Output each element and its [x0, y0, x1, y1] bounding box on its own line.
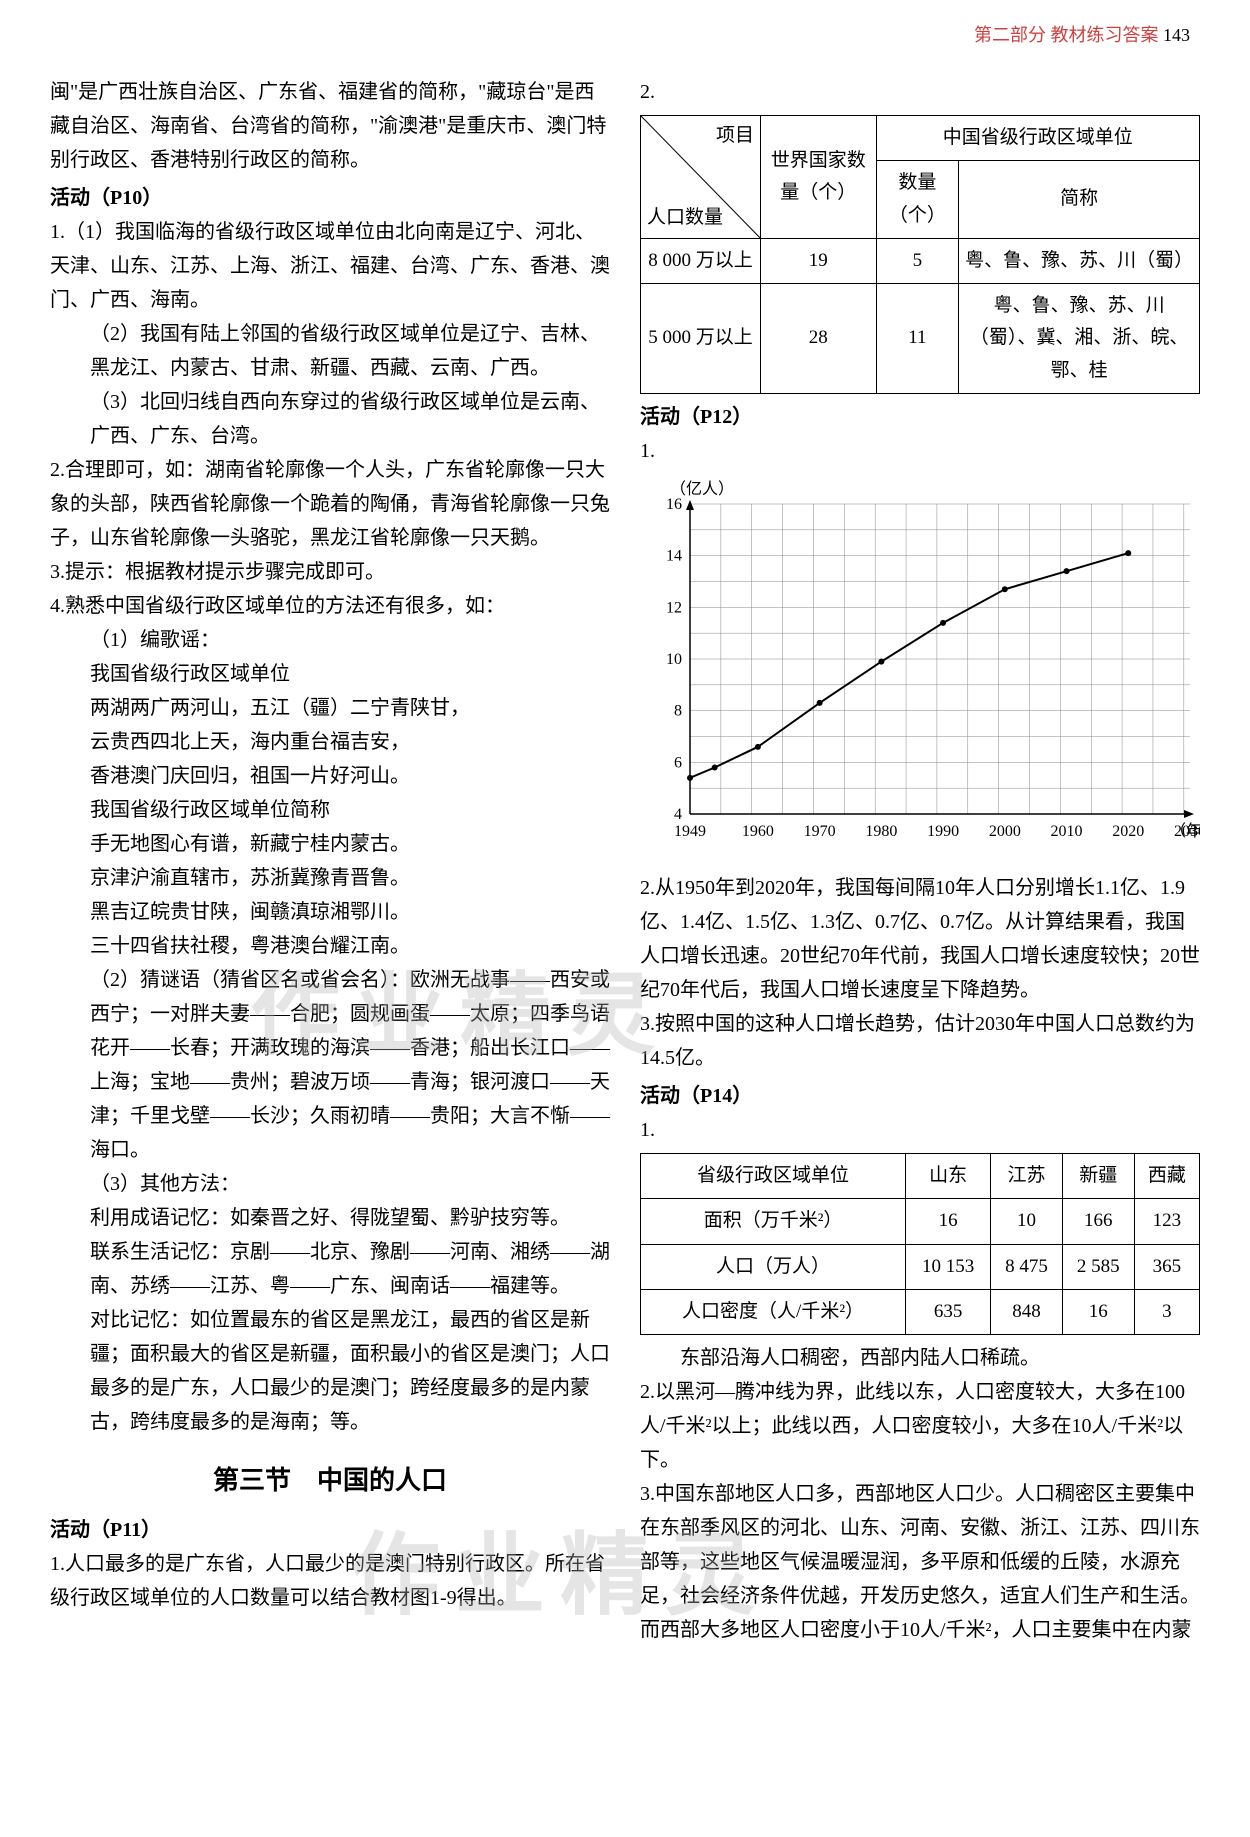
activity-p11: 活动（P11） — [50, 1513, 610, 1547]
cell: 16 — [906, 1199, 991, 1244]
diagonal-header: 项目 人口数量 — [641, 116, 761, 239]
item: 香港澳门庆回归，祖国一片好河山。 — [50, 759, 610, 793]
cell: 人口（万人） — [641, 1244, 906, 1289]
cell: 848 — [991, 1289, 1063, 1334]
svg-text:2010: 2010 — [1051, 823, 1083, 840]
page-number: 143 — [1163, 25, 1190, 45]
col: 江苏 — [991, 1154, 1063, 1199]
item: 2.以黑河—腾冲线为界，此线以东，人口密度较大，大多在100人/千米²以上；此线… — [640, 1375, 1200, 1477]
svg-text:8: 8 — [674, 703, 682, 720]
item: 联系生活记忆：京剧——北京、豫剧——河南、湘绣——湖南、苏绣——江苏、粤——广东… — [50, 1235, 610, 1303]
cell: 28 — [761, 284, 877, 394]
page-header: 第二部分 教材练习答案 143 — [974, 20, 1190, 51]
item: 三十四省扶社稷，粤港澳台耀江南。 — [50, 929, 610, 963]
svg-text:1949: 1949 — [674, 823, 706, 840]
col: 新疆 — [1062, 1154, 1134, 1199]
cell: 11 — [876, 284, 959, 394]
item: （2）猜谜语（猜省区名或省会名）：欧洲无战事——西安或西宁；一对胖夫妻——合肥；… — [50, 963, 610, 1167]
item: 3.按照中国的这种人口增长趋势，估计2030年中国人口总数约为14.5亿。 — [640, 1007, 1200, 1075]
svg-text:6: 6 — [674, 754, 682, 771]
section-label: 第二部分 — [974, 25, 1046, 45]
item: 云贵西四北上天，海内重台福吉安， — [50, 725, 610, 759]
cell: 123 — [1134, 1199, 1199, 1244]
population-table-1: 项目 人口数量 世界国家数量（个） 中国省级行政区域单位 数量（个） 简称 8 … — [640, 115, 1200, 394]
item: 京津沪渝直辖市，苏浙冀豫青晋鲁。 — [50, 861, 610, 895]
cell: 10 — [991, 1199, 1063, 1244]
item: 手无地图心有谱，新藏宁桂内蒙古。 — [50, 827, 610, 861]
cell: 8 000 万以上 — [641, 238, 761, 283]
item: 东部沿海人口稠密，西部内陆人口稀疏。 — [640, 1341, 1200, 1375]
cell: 8 475 — [991, 1244, 1063, 1289]
svg-text:1970: 1970 — [804, 823, 836, 840]
left-column: 闽"是广西壮族自治区、广东省、福建省的简称，"藏琼台"是西藏自治区、海南省、台湾… — [50, 30, 610, 1807]
cell: 635 — [906, 1289, 991, 1334]
cell: 5 000 万以上 — [641, 284, 761, 394]
para: 闽"是广西壮族自治区、广东省、福建省的简称，"藏琼台"是西藏自治区、海南省、台湾… — [50, 75, 610, 177]
cell: 3 — [1134, 1289, 1199, 1334]
svg-text:1990: 1990 — [927, 823, 959, 840]
cell: 粤、鲁、豫、苏、川（蜀） — [959, 238, 1200, 283]
density-table: 省级行政区域单位 山东 江苏 新疆 西藏 面积（万千米²） 16 10 166 … — [640, 1153, 1200, 1335]
right-column: 2. 项目 人口数量 世界国家数量（个） 中国省级行政区域单位 数量（个） 简称… — [640, 30, 1200, 1807]
activity-p10: 活动（P10） — [50, 181, 610, 215]
col: 省级行政区域单位 — [641, 1154, 906, 1199]
col-world: 世界国家数量（个） — [761, 116, 877, 239]
col-china: 中国省级行政区域单位 — [876, 116, 1199, 161]
item: 利用成语记忆：如秦晋之好、得陇望蜀、黔驴技穷等。 — [50, 1201, 610, 1235]
activity-p14: 活动（P14） — [640, 1079, 1200, 1113]
cell: 面积（万千米²） — [641, 1199, 906, 1244]
svg-text:（年）: （年） — [1170, 822, 1200, 840]
cell: 5 — [876, 238, 959, 283]
item: （3）北回归线自西向东穿过的省级行政区域单位是云南、广西、广东、台湾。 — [50, 385, 610, 453]
item: （2）我国有陆上邻国的省级行政区域单位是辽宁、吉林、黑龙江、内蒙古、甘肃、新疆、… — [50, 317, 610, 385]
svg-text:1980: 1980 — [865, 823, 897, 840]
diag-bottom: 人口数量 — [647, 202, 723, 234]
item: （3）其他方法： — [50, 1167, 610, 1201]
cell: 2 585 — [1062, 1244, 1134, 1289]
item-2-label: 2. — [640, 75, 1200, 109]
item-1: 1. — [640, 434, 1200, 468]
item: 1.人口最多的是广东省，人口最少的是澳门特别行政区。所在省级行政区域单位的人口数… — [50, 1547, 610, 1615]
item: 3.中国东部地区人口多，西部地区人口少。人口稠密区主要集中在东部季风区的河北、山… — [640, 1477, 1200, 1647]
item: 我国省级行政区域单位 — [50, 657, 610, 691]
item: 我国省级行政区域单位简称 — [50, 793, 610, 827]
population-line-chart: 4 6 8 10 12 14 16 1949 1960 1970 1980 1990 2000 2010 2… — [640, 474, 1200, 854]
item-1: 1. — [640, 1113, 1200, 1147]
svg-text:1960: 1960 — [742, 823, 774, 840]
cell: 粤、鲁、豫、苏、川（蜀）、冀、湘、浙、皖、鄂、桂 — [959, 284, 1200, 394]
cell: 19 — [761, 238, 877, 283]
activity-p12: 活动（P12） — [640, 400, 1200, 434]
item: 1.（1）我国临海的省级行政区域单位由北向南是辽宁、河北、天津、山东、江苏、上海… — [50, 215, 610, 317]
item: 两湖两广两河山，五江（疆）二宁青陕甘， — [50, 691, 610, 725]
item: （1）编歌谣： — [50, 623, 610, 657]
item: 2.从1950年到2020年，我国每间隔10年人口分别增长1.1亿、1.9亿、1… — [640, 871, 1200, 1007]
svg-text:（亿人）: （亿人） — [670, 480, 734, 498]
svg-text:14: 14 — [666, 548, 682, 565]
svg-text:4: 4 — [674, 806, 682, 823]
col-count: 数量（个） — [876, 161, 959, 239]
cell: 166 — [1062, 1199, 1134, 1244]
section-3-title: 第三节 中国的人口 — [50, 1459, 610, 1503]
col: 山东 — [906, 1154, 991, 1199]
svg-text:2000: 2000 — [989, 823, 1021, 840]
col-abbr: 简称 — [959, 161, 1200, 239]
cell: 10 153 — [906, 1244, 991, 1289]
cell: 365 — [1134, 1244, 1199, 1289]
svg-text:16: 16 — [666, 496, 682, 513]
item: 3.提示：根据教材提示步骤完成即可。 — [50, 555, 610, 589]
item: 4.熟悉中国省级行政区域单位的方法还有很多，如： — [50, 589, 610, 623]
item: 黑吉辽皖贵甘陕，闽赣滇琼湘鄂川。 — [50, 895, 610, 929]
col: 西藏 — [1134, 1154, 1199, 1199]
cell: 16 — [1062, 1289, 1134, 1334]
svg-text:12: 12 — [666, 599, 682, 616]
diag-top: 项目 — [716, 120, 754, 152]
subtitle-label: 教材练习答案 — [1051, 25, 1159, 45]
item: 对比记忆：如位置最东的省区是黑龙江，最西的省区是新疆；面积最大的省区是新疆，面积… — [50, 1303, 610, 1439]
item: 2.合理即可，如：湖南省轮廓像一个人头，广东省轮廓像一只大象的头部，陕西省轮廓像… — [50, 453, 610, 555]
svg-text:2020: 2020 — [1112, 823, 1144, 840]
cell: 人口密度（人/千米²） — [641, 1289, 906, 1334]
svg-text:10: 10 — [666, 651, 682, 668]
